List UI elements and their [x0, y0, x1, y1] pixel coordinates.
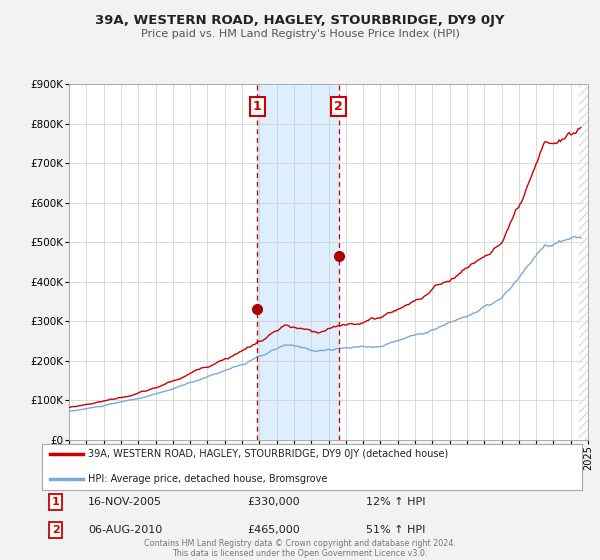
Text: 51% ↑ HPI: 51% ↑ HPI — [366, 525, 425, 535]
Text: 12% ↑ HPI: 12% ↑ HPI — [366, 497, 425, 507]
Text: 2: 2 — [334, 100, 343, 113]
Text: 06-AUG-2010: 06-AUG-2010 — [88, 525, 162, 535]
Text: 1: 1 — [253, 100, 262, 113]
Text: HPI: Average price, detached house, Bromsgrove: HPI: Average price, detached house, Brom… — [88, 474, 327, 483]
Text: Contains HM Land Registry data © Crown copyright and database right 2024.
This d: Contains HM Land Registry data © Crown c… — [144, 539, 456, 558]
Text: £330,000: £330,000 — [247, 497, 300, 507]
Text: 39A, WESTERN ROAD, HAGLEY, STOURBRIDGE, DY9 0JY: 39A, WESTERN ROAD, HAGLEY, STOURBRIDGE, … — [95, 14, 505, 27]
Text: 16-NOV-2005: 16-NOV-2005 — [88, 497, 162, 507]
Text: 1: 1 — [52, 497, 59, 507]
Text: Price paid vs. HM Land Registry's House Price Index (HPI): Price paid vs. HM Land Registry's House … — [140, 29, 460, 39]
Text: 2: 2 — [52, 525, 59, 535]
Bar — [580, 84, 588, 440]
Bar — [257, 84, 338, 440]
Text: 39A, WESTERN ROAD, HAGLEY, STOURBRIDGE, DY9 0JY (detached house): 39A, WESTERN ROAD, HAGLEY, STOURBRIDGE, … — [88, 449, 448, 459]
Bar — [580, 84, 588, 440]
Text: £465,000: £465,000 — [247, 525, 300, 535]
